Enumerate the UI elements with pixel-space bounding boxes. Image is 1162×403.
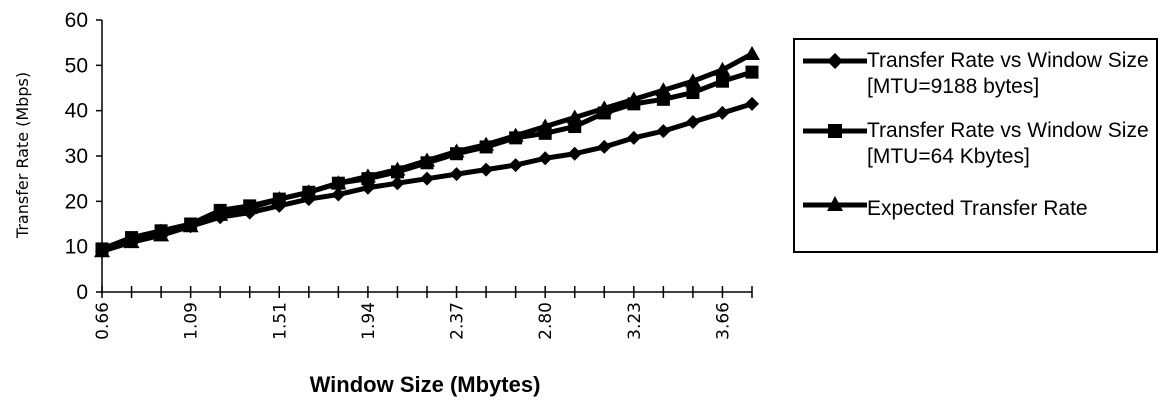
data-point-triangle xyxy=(714,61,731,76)
y-tick-label: 10 xyxy=(65,236,88,259)
x-tick-label: 1.09 xyxy=(182,302,202,340)
legend-swatch-triangle-icon xyxy=(803,196,867,211)
chart: 0 10 20 30 40 50 60 0.66 1.09 1.51 1.94 2.37 2.80 3.… xyxy=(13,9,760,397)
y-tick-label: 50 xyxy=(65,54,88,77)
x-tick-label: 2.80 xyxy=(536,302,556,340)
legend-label-0: Transfer Rate vs Window Size [MTU=9188 b… xyxy=(867,49,1149,98)
data-point-square xyxy=(715,74,729,88)
data-point-diamond xyxy=(420,171,434,186)
y-tick-label: 40 xyxy=(65,100,88,123)
legend-label-2: Expected Transfer Rate xyxy=(867,197,1088,220)
data-point-diamond xyxy=(656,124,671,139)
legend-swatch-square-icon xyxy=(803,124,867,138)
data-point-diamond xyxy=(567,146,582,161)
data-point-triangle xyxy=(389,161,406,176)
x-axis-label: Window Size (Mbytes) xyxy=(310,372,541,397)
x-tick-label: 2.37 xyxy=(448,302,468,340)
y-axis-label: Transfer Rate (Mbps) xyxy=(13,72,32,239)
legend-swatch-diamond-icon xyxy=(803,53,867,69)
x-axis: 0.66 1.09 1.51 1.94 2.37 2.80 3.23 3.66 xyxy=(93,286,753,340)
data-point-triangle xyxy=(537,118,554,133)
data-point-triangle xyxy=(448,143,465,158)
data-point-diamond xyxy=(538,151,553,166)
y-axis: 0 10 20 30 40 50 60 xyxy=(65,9,103,304)
series-2 xyxy=(94,46,760,258)
data-point-triangle xyxy=(300,184,317,199)
data-point-square xyxy=(745,65,759,79)
x-tick-label: 1.51 xyxy=(270,302,290,340)
series-0 xyxy=(95,96,759,259)
x-tick-label: 0.66 xyxy=(93,302,113,340)
data-point-triangle xyxy=(625,91,642,106)
series-lines xyxy=(94,46,760,259)
data-point-triangle xyxy=(241,200,258,215)
data-point-triangle xyxy=(359,168,376,183)
data-point-triangle xyxy=(566,109,583,124)
y-tick-label: 30 xyxy=(65,145,88,168)
data-point-diamond xyxy=(508,158,523,173)
data-point-triangle xyxy=(330,175,347,190)
y-tick-label: 60 xyxy=(65,9,88,32)
data-point-triangle xyxy=(419,152,435,167)
legend-label-1: Transfer Rate vs Window Size [MTU=64 Kby… xyxy=(867,119,1149,168)
data-point-diamond xyxy=(715,105,730,120)
data-point-diamond xyxy=(331,187,346,202)
data-point-triangle xyxy=(744,46,760,60)
data-point-triangle xyxy=(94,243,110,258)
data-point-diamond xyxy=(685,115,700,129)
data-point-triangle xyxy=(478,136,495,151)
legend: Transfer Rate vs Window Size [MTU=9188 b… xyxy=(793,38,1158,253)
x-tick-label: 3.23 xyxy=(625,302,645,340)
data-point-triangle xyxy=(596,100,613,115)
data-point-square xyxy=(686,86,700,100)
data-point-diamond xyxy=(745,96,759,111)
data-point-triangle xyxy=(182,218,199,233)
data-point-diamond xyxy=(390,176,405,191)
data-point-triangle xyxy=(153,227,170,242)
data-point-diamond xyxy=(626,130,641,145)
data-point-triangle xyxy=(212,206,229,221)
y-tick-label: 0 xyxy=(76,281,88,304)
data-point-triangle xyxy=(507,127,524,142)
x-tick-label: 1.94 xyxy=(359,302,379,340)
data-point-triangle xyxy=(271,191,288,206)
data-point-diamond xyxy=(449,167,464,182)
y-tick-label: 20 xyxy=(65,190,88,213)
data-point-diamond xyxy=(479,162,494,177)
data-point-triangle xyxy=(123,234,140,249)
data-point-triangle xyxy=(684,73,701,88)
x-tick-label: 3.66 xyxy=(713,302,733,340)
data-point-triangle xyxy=(655,82,672,97)
data-point-diamond xyxy=(597,139,612,154)
